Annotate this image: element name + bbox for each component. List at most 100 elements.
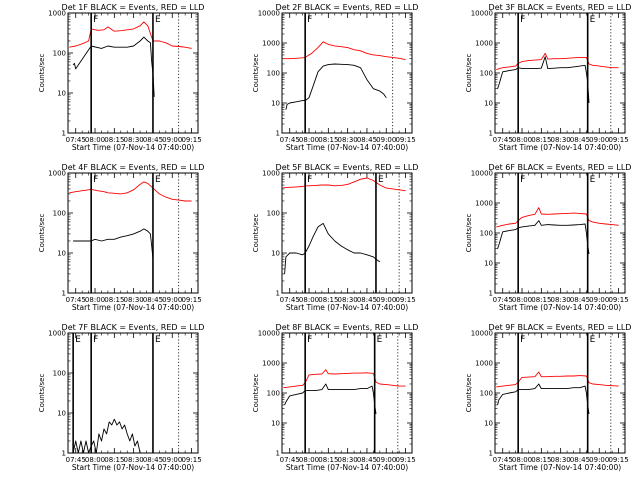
x-tick-label: 08:30 [124, 296, 144, 304]
x-tick-label: 08:15 [531, 136, 551, 144]
series-line-lld [496, 52, 619, 71]
panel-det-8: Det 8F BLACK = Events, RED = LLD 1 10 100 10… [252, 323, 418, 472]
series-line-lld [496, 371, 619, 388]
y-tick-label: 100 [480, 390, 493, 398]
marker-label: E [155, 15, 161, 25]
x-tick-label: 08:15 [104, 136, 124, 144]
x-tick-label: 08:30 [124, 456, 144, 464]
marker-label: E [590, 15, 596, 25]
x-tick-label: 08:15 [531, 456, 551, 464]
x-tick-label: 09:00 [589, 456, 609, 464]
y-tick-label: 1 [62, 130, 66, 138]
x-axis-label: Start Time (07-Nov-14 07:40:00) [499, 463, 621, 472]
y-tick-label: 1 [489, 290, 493, 298]
plot-frame [494, 172, 626, 294]
x-tick-label: 09:15 [181, 296, 201, 304]
y-tick-label: 100 [267, 70, 280, 78]
x-tick-label: 07:45 [66, 456, 86, 464]
x-tick-label: 08:45 [570, 456, 590, 464]
marker-label: E [155, 335, 161, 345]
x-tick-label: 09:15 [608, 456, 628, 464]
series-line-lld [69, 181, 192, 202]
x-tick-label: 07:45 [66, 296, 86, 304]
series-line-events [72, 36, 155, 97]
y-axis-label: Counts/sec [465, 214, 473, 253]
marker-label: E [590, 175, 596, 185]
y-tick-label: 100 [267, 390, 280, 398]
y-tick-label: 10 [271, 420, 280, 428]
y-tick-label: 1000 [475, 40, 493, 48]
y-tick-label: 100 [480, 230, 493, 238]
y-tick-label: 1000 [48, 330, 66, 338]
y-tick-label: 10000 [258, 330, 280, 338]
x-tick-label: 09:00 [162, 136, 182, 144]
x-tick-label: 07:45 [280, 456, 300, 464]
panel-title: Det 6F BLACK = Events, RED = LLD [489, 163, 632, 172]
y-tick-label: 10 [484, 260, 493, 268]
y-tick-label: 1 [276, 130, 280, 138]
marker-label: F [307, 335, 312, 345]
x-tick-label: 09:15 [608, 136, 628, 144]
y-tick-label: 1000 [48, 10, 66, 18]
panel-title: Det 9F BLACK = Events, RED = LLD [489, 323, 632, 332]
y-tick-label: 1 [489, 450, 493, 458]
y-tick-label: 10 [57, 90, 66, 98]
x-tick-label: 08:45 [143, 136, 163, 144]
x-tick-label: 08:00 [512, 296, 532, 304]
x-tick-label: 09:15 [608, 296, 628, 304]
panel-title: Det 3F BLACK = Events, RED = LLD [489, 3, 632, 12]
plot-frame [67, 332, 199, 454]
y-tick-label: 1000 [262, 360, 280, 368]
y-tick-label: 1 [62, 450, 66, 458]
x-tick-label: 08:00 [512, 456, 532, 464]
y-axis-label: Counts/sec [252, 374, 260, 413]
panel-det-5: Det 5F BLACK = Events, RED = LLD 1 10 100 10… [252, 163, 418, 312]
y-tick-label: 1000 [475, 200, 493, 208]
marker-label: F [307, 175, 312, 185]
series-line-events [497, 56, 590, 104]
series-line-events [72, 418, 141, 454]
x-tick-label: 07:45 [493, 456, 513, 464]
x-axis-label: Start Time (07-Nov-14 07:40:00) [72, 463, 194, 472]
x-tick-label: 09:15 [395, 136, 415, 144]
plot-frame [281, 172, 413, 294]
x-axis-label: Start Time (07-Nov-14 07:40:00) [286, 303, 408, 312]
y-axis-label: Counts/sec [38, 214, 46, 253]
x-tick-label: 07:45 [280, 136, 300, 144]
x-tick-label: 08:30 [338, 136, 358, 144]
series-line-events [497, 220, 590, 255]
series-line-lld [69, 21, 192, 49]
x-tick-label: 08:45 [357, 136, 377, 144]
x-tick-label: 08:15 [318, 456, 338, 464]
x-tick-label: 08:00 [85, 296, 105, 304]
y-tick-label: 10000 [471, 170, 493, 178]
y-axis-label: Counts/sec [38, 54, 46, 93]
y-axis-label: Counts/sec [252, 214, 260, 253]
plot-frame [281, 12, 413, 134]
y-tick-label: 1000 [48, 170, 66, 178]
x-tick-label: 09:15 [395, 296, 415, 304]
panel-det-6: Det 6F BLACK = Events, RED = LLD 1 10 100 10… [465, 163, 631, 312]
y-tick-label: 10000 [471, 10, 493, 18]
x-tick-label: 08:45 [357, 296, 377, 304]
x-axis-label: Start Time (07-Nov-14 07:40:00) [499, 303, 621, 312]
x-tick-label: 08:00 [85, 456, 105, 464]
marker-label: F [93, 335, 98, 345]
y-tick-label: 1 [276, 450, 280, 458]
panel-det-7: Det 7F BLACK = Events, RED = LLD 1 10 100 10… [38, 323, 204, 472]
panel-title: Det 4F BLACK = Events, RED = LLD [62, 163, 205, 172]
x-tick-label: 08:45 [357, 456, 377, 464]
x-tick-label: 08:30 [551, 456, 571, 464]
plot-frame [494, 332, 626, 454]
y-axis-label: Counts/sec [38, 374, 46, 413]
x-tick-label: 09:15 [395, 456, 415, 464]
panel-title: Det 2F BLACK = Events, RED = LLD [276, 3, 419, 12]
marker-label: F [520, 15, 525, 25]
panel-title: Det 7F BLACK = Events, RED = LLD [62, 323, 205, 332]
marker-label: F [93, 175, 98, 185]
marker-label: E [590, 335, 596, 345]
series-line-events [285, 63, 387, 110]
y-tick-label: 10 [271, 100, 280, 108]
